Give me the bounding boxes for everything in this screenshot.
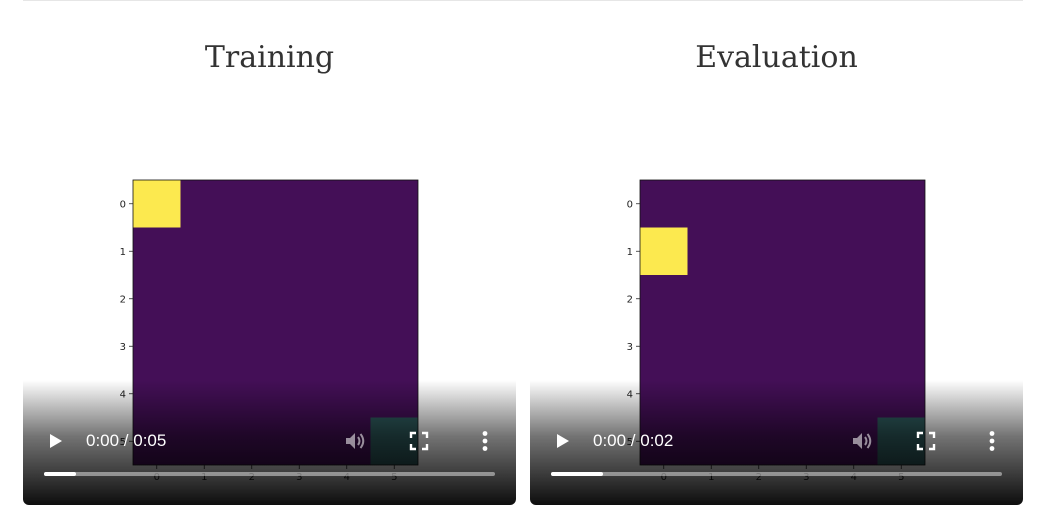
more-vert-icon <box>482 431 488 451</box>
y-tick-label: 1 <box>627 247 633 258</box>
y-tick-label: 2 <box>627 294 633 305</box>
mute-button[interactable] <box>343 429 369 453</box>
y-tick-label: 1 <box>120 247 126 258</box>
more-vert-icon <box>989 431 995 451</box>
progress-bar[interactable] <box>44 472 495 476</box>
play-icon <box>557 434 569 448</box>
more-options-button[interactable] <box>475 429 495 453</box>
fullscreen-button[interactable] <box>408 430 430 452</box>
y-tick-label: 0 <box>627 199 633 210</box>
top-divider <box>23 0 1023 1</box>
progress-buffered <box>44 472 76 476</box>
y-tick-label: 3 <box>627 342 633 353</box>
fullscreen-button[interactable] <box>915 430 937 452</box>
play-icon <box>50 434 62 448</box>
agent-cell <box>640 227 688 275</box>
agent-cell <box>133 180 181 228</box>
play-button[interactable] <box>550 429 574 453</box>
y-tick-label: 4 <box>120 389 126 400</box>
time-display: 0:00 / 0:02 <box>593 431 674 450</box>
time-display: 0:00 / 0:05 <box>86 431 167 450</box>
progress-bar[interactable] <box>551 472 1002 476</box>
progress-buffered <box>551 472 603 476</box>
play-button[interactable] <box>43 429 67 453</box>
volume-icon <box>853 433 872 449</box>
more-options-button[interactable] <box>982 429 1002 453</box>
mute-button[interactable] <box>850 429 876 453</box>
panel-title: Training <box>204 40 335 75</box>
fullscreen-icon <box>916 431 936 451</box>
fullscreen-icon <box>409 431 429 451</box>
y-tick-label: 0 <box>120 199 126 210</box>
y-tick-label: 4 <box>627 389 633 400</box>
volume-icon <box>346 433 365 449</box>
panel-title: Evaluation <box>695 40 858 75</box>
y-tick-label: 2 <box>120 294 126 305</box>
y-tick-label: 3 <box>120 342 126 353</box>
